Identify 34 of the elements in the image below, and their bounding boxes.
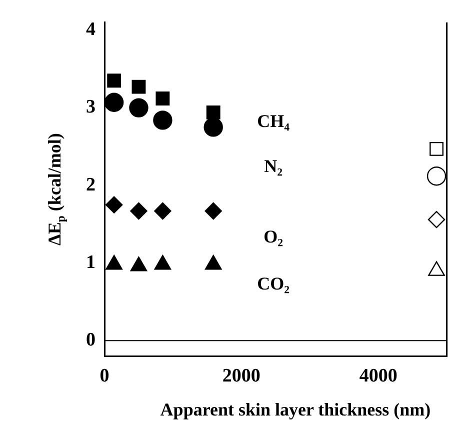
y-axis-title: ΔEp (kcal/mol) <box>44 133 68 246</box>
point <box>129 98 148 118</box>
x-tick-label: 2000 <box>222 366 260 387</box>
text: O₂ <box>264 226 284 247</box>
point <box>426 166 446 186</box>
point <box>153 110 172 130</box>
point <box>428 210 446 228</box>
point <box>107 74 122 88</box>
point <box>106 255 122 270</box>
point <box>154 255 172 270</box>
text: CO₂ <box>257 273 290 294</box>
text: CH₄ <box>257 111 290 132</box>
point <box>204 255 222 270</box>
y-tick-label: 4 <box>86 19 96 40</box>
point <box>130 256 148 272</box>
point <box>430 142 444 156</box>
point <box>104 92 124 112</box>
text: N₂ <box>264 156 283 176</box>
y-tick-label: 2 <box>86 174 96 196</box>
point <box>204 202 222 220</box>
y-tick-label: 3 <box>86 96 96 118</box>
point <box>156 92 170 106</box>
x-tick-label: 4000 <box>359 366 398 387</box>
point <box>206 105 220 120</box>
y-tick-label: 1 <box>86 252 96 273</box>
y-tick-label: 0 <box>86 330 96 351</box>
point <box>204 118 223 137</box>
point <box>130 202 148 220</box>
point <box>154 202 172 220</box>
point <box>105 196 123 214</box>
x-axis-title: Apparent skin layer thickness (nm) <box>160 400 431 420</box>
point <box>428 261 445 276</box>
point <box>132 80 146 94</box>
x-tick-label: 0 <box>100 366 110 387</box>
